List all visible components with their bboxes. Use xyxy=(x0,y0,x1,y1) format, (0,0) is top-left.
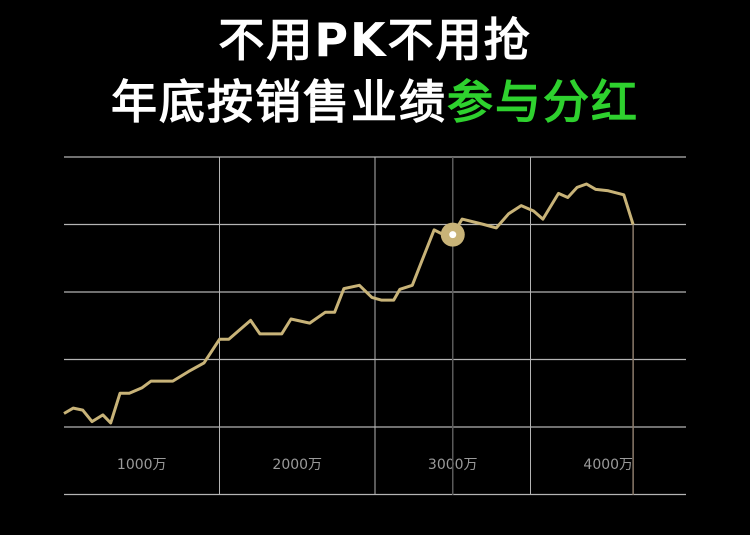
headline-line-2-highlight: 参与分红 xyxy=(447,75,639,129)
x-tick-label: 1000万 xyxy=(117,457,167,473)
headline-line-2-prefix: 年底按销售业绩 xyxy=(111,75,447,129)
highlight-marker-inner xyxy=(449,231,457,239)
x-tick-label: 4000万 xyxy=(583,457,633,473)
x-tick-label: 2000万 xyxy=(272,457,322,473)
chart-grid xyxy=(64,156,686,496)
series-line xyxy=(63,182,635,425)
highlight-marker-group xyxy=(440,157,634,495)
series-group xyxy=(63,182,635,425)
headline-line-1: 不用PK不用抢 xyxy=(218,13,532,67)
headline-line-2: 年底按销售业绩参与分红 xyxy=(0,66,750,132)
